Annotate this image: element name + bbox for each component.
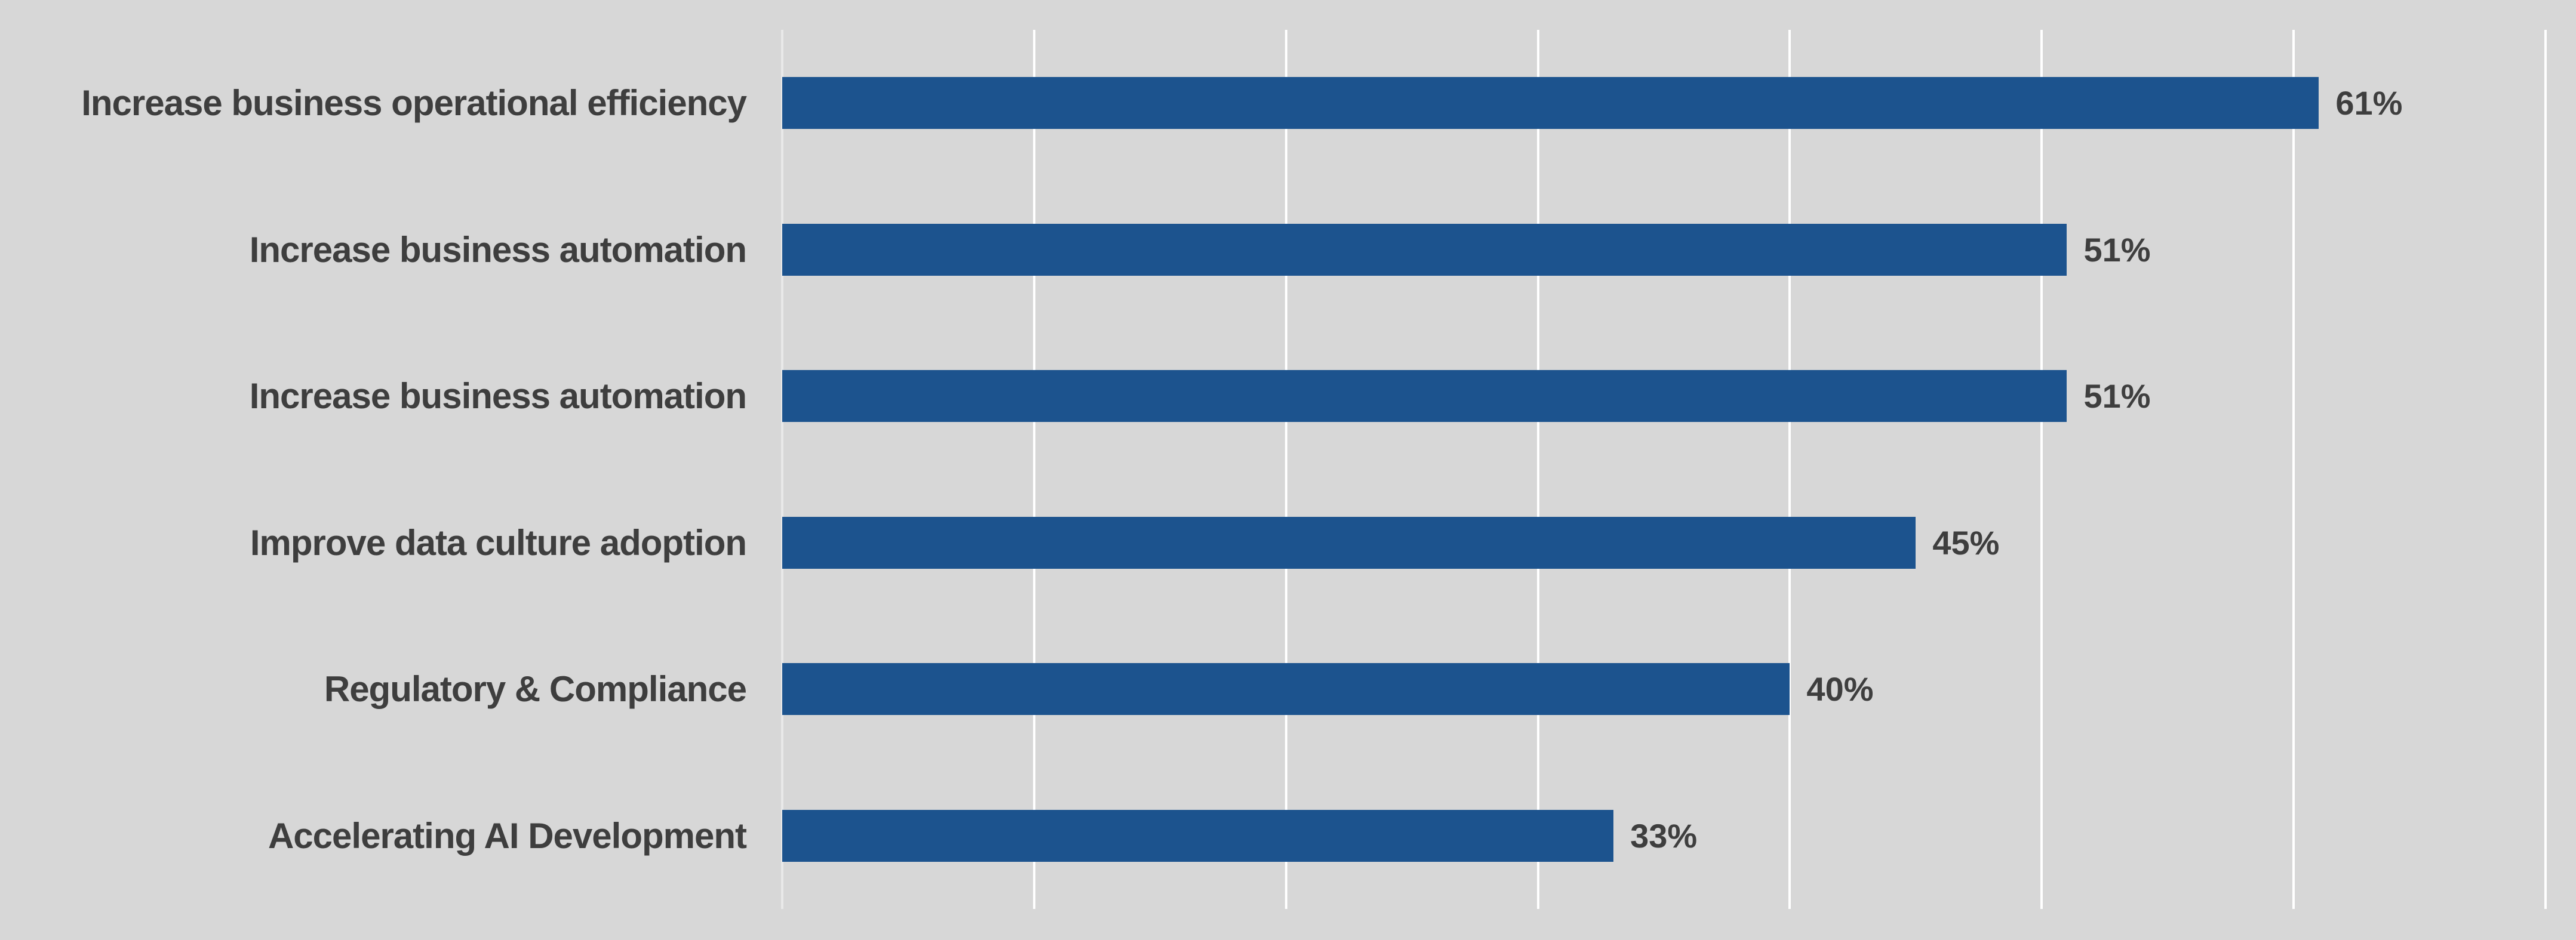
bar (782, 77, 2319, 130)
data-label: 33% (1630, 816, 1698, 855)
gridline (781, 30, 783, 909)
bar-row: 40% (782, 616, 2546, 763)
gridline (2544, 30, 2547, 909)
bar-row: 51% (782, 177, 2546, 323)
gridline (2292, 30, 2295, 909)
bar (782, 370, 2067, 423)
bar-row: 45% (782, 470, 2546, 617)
gridline (1788, 30, 1791, 909)
category-label: Accelerating AI Development (268, 815, 747, 856)
category-label: Improve data culture adoption (250, 522, 747, 563)
category-label: Increase business automation (249, 376, 747, 417)
bar-row: 51% (782, 323, 2546, 470)
data-label: 40% (1806, 670, 1874, 708)
data-label: 51% (2083, 377, 2151, 415)
category-axis: Increase business operational efficiency… (0, 30, 747, 909)
category-label: Regulatory & Compliance (324, 669, 747, 710)
category-label: Increase business automation (249, 229, 747, 270)
bar (782, 516, 1916, 569)
gridline (1284, 30, 1287, 909)
gridline (1536, 30, 1539, 909)
bar-row: 33% (782, 763, 2546, 910)
category-label: Increase business operational efficiency (81, 83, 747, 124)
data-label: 61% (2335, 84, 2403, 122)
bar (782, 663, 1790, 716)
data-label: 45% (1932, 523, 2000, 562)
data-label: 51% (2083, 230, 2151, 269)
bar (782, 809, 1614, 862)
bar-row: 61% (782, 30, 2546, 177)
plot-area: 61% 51% 51% 45% 40% 33% (781, 30, 2547, 910)
gridline (2040, 30, 2043, 909)
gridline (1032, 30, 1035, 909)
bar (782, 223, 2067, 276)
